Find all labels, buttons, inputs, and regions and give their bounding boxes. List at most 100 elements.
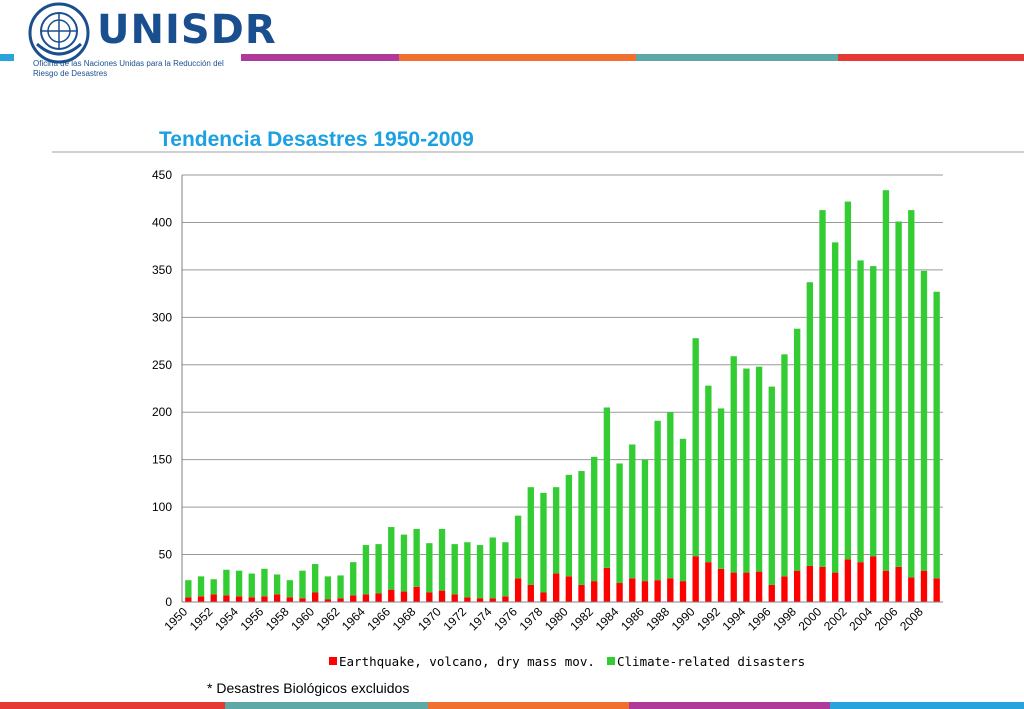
- bar-earthquake-1950: [185, 597, 192, 602]
- bar-earthquake-1987: [654, 580, 661, 602]
- bar-earthquake-1955: [248, 597, 255, 602]
- chart-footnote: * Desastres Biológicos excluidos: [207, 680, 410, 696]
- bar-earthquake-1995: [755, 571, 763, 602]
- bar-climate-1993: [730, 356, 737, 573]
- bar-climate-1983: [603, 407, 611, 568]
- bar-climate-1950: [185, 580, 192, 598]
- bar-climate-1992: [717, 408, 725, 569]
- bar-earthquake-2005: [882, 570, 890, 602]
- bar-earthquake-1972: [464, 597, 471, 602]
- bar-climate-1967: [400, 534, 408, 592]
- brand-tagline: Oficina de las Naciones Unidas para la R…: [33, 59, 224, 78]
- bar-climate-2009: [933, 291, 940, 579]
- y-tick-label: 0: [165, 595, 172, 609]
- x-tick-label: 1972: [440, 604, 469, 633]
- bar-earthquake-2002: [844, 559, 852, 602]
- bar-earthquake-1994: [743, 572, 750, 602]
- x-tick-label: 1990: [669, 604, 698, 633]
- bar-climate-1984: [616, 463, 623, 584]
- legend-earthquake-swatch: [329, 657, 337, 665]
- x-tick-label: 1982: [567, 604, 596, 633]
- x-tick-label: 2002: [821, 604, 850, 633]
- x-tick-label: 1958: [263, 604, 292, 633]
- bar-earthquake-1975: [502, 596, 509, 602]
- bar-climate-1956: [261, 568, 268, 597]
- bar-climate-2004: [870, 266, 877, 557]
- bar-earthquake-1997: [781, 576, 788, 602]
- bar-climate-1989: [679, 438, 687, 582]
- bar-earthquake-2007: [908, 577, 915, 602]
- bar-earthquake-1993: [730, 572, 737, 602]
- bar-climate-1975: [502, 542, 509, 597]
- bar-earthquake-2008: [920, 570, 928, 602]
- bar-climate-1964: [362, 545, 370, 595]
- x-tick-label: 1960: [288, 604, 317, 633]
- bar-climate-1977: [527, 487, 534, 585]
- chart-title: Tendencia Desastres 1950-2009: [159, 128, 474, 151]
- y-tick-label: 100: [152, 500, 172, 514]
- bar-climate-1990: [692, 338, 699, 557]
- x-tick-label: 2006: [872, 604, 901, 633]
- bottom-stripe-3: [428, 702, 629, 709]
- bar-earthquake-1979: [552, 573, 560, 602]
- bar-climate-1980: [565, 474, 573, 577]
- bar-earthquake-1986: [641, 581, 649, 602]
- y-tick-label: 150: [152, 453, 172, 467]
- bar-climate-2006: [895, 221, 902, 567]
- bar-climate-1985: [629, 444, 636, 579]
- bar-earthquake-1973: [476, 598, 484, 602]
- y-tick-label: 400: [152, 215, 172, 229]
- bar-climate-1970: [438, 528, 446, 591]
- bar-earthquake-1962: [337, 598, 344, 602]
- bar-earthquake-1959: [299, 598, 306, 602]
- bar-climate-2005: [882, 190, 890, 571]
- bar-climate-1998: [793, 328, 801, 571]
- bar-earthquake-1974: [489, 598, 496, 602]
- bar-earthquake-1965: [375, 593, 382, 602]
- bar-earthquake-1971: [451, 594, 458, 602]
- bar-climate-1961: [324, 576, 332, 600]
- bar-earthquake-1982: [591, 581, 598, 602]
- x-tick-label: 2000: [796, 604, 825, 633]
- bar-earthquake-1998: [793, 570, 801, 602]
- y-tick-label: 250: [152, 358, 172, 372]
- bar-climate-2001: [832, 242, 839, 573]
- x-tick-label: 1966: [364, 604, 393, 633]
- bar-earthquake-1951: [197, 596, 205, 602]
- bar-earthquake-2004: [870, 556, 877, 602]
- y-tick-label: 450: [152, 168, 172, 182]
- bar-climate-2003: [857, 260, 864, 563]
- x-tick-label: 1992: [694, 604, 723, 633]
- bar-climate-2008: [920, 270, 928, 571]
- x-tick-label: 2004: [846, 604, 875, 633]
- x-tick-label: 2008: [897, 604, 926, 633]
- bar-climate-1958: [286, 580, 293, 598]
- bar-climate-1966: [388, 527, 395, 590]
- top-stripe-2: [399, 54, 636, 61]
- bar-earthquake-1967: [400, 591, 408, 602]
- bar-earthquake-1961: [324, 599, 332, 602]
- bar-earthquake-1966: [388, 589, 395, 602]
- bar-climate-1974: [489, 537, 496, 599]
- x-tick-label: 1976: [491, 604, 520, 633]
- bar-earthquake-1954: [235, 596, 243, 602]
- x-tick-label: 1974: [466, 604, 495, 633]
- bar-earthquake-2009: [933, 578, 940, 602]
- bar-climate-1965: [375, 544, 382, 594]
- bar-climate-2007: [908, 210, 915, 578]
- bar-climate-1959: [299, 570, 306, 599]
- bar-earthquake-1958: [286, 597, 293, 602]
- bar-climate-1971: [451, 544, 458, 595]
- x-tick-label: 1980: [542, 604, 571, 633]
- bottom-stripe-5: [830, 702, 1024, 709]
- bar-climate-1986: [641, 459, 649, 582]
- x-tick-label: 1956: [238, 604, 267, 633]
- bar-earthquake-1952: [210, 594, 217, 602]
- bar-earthquake-1953: [223, 595, 230, 602]
- bar-climate-1973: [476, 545, 484, 599]
- bar-climate-1995: [755, 366, 763, 572]
- x-tick-label: 1996: [745, 604, 774, 633]
- bar-earthquake-1969: [426, 592, 433, 602]
- bar-climate-1987: [654, 420, 661, 581]
- bar-climate-1957: [273, 574, 281, 595]
